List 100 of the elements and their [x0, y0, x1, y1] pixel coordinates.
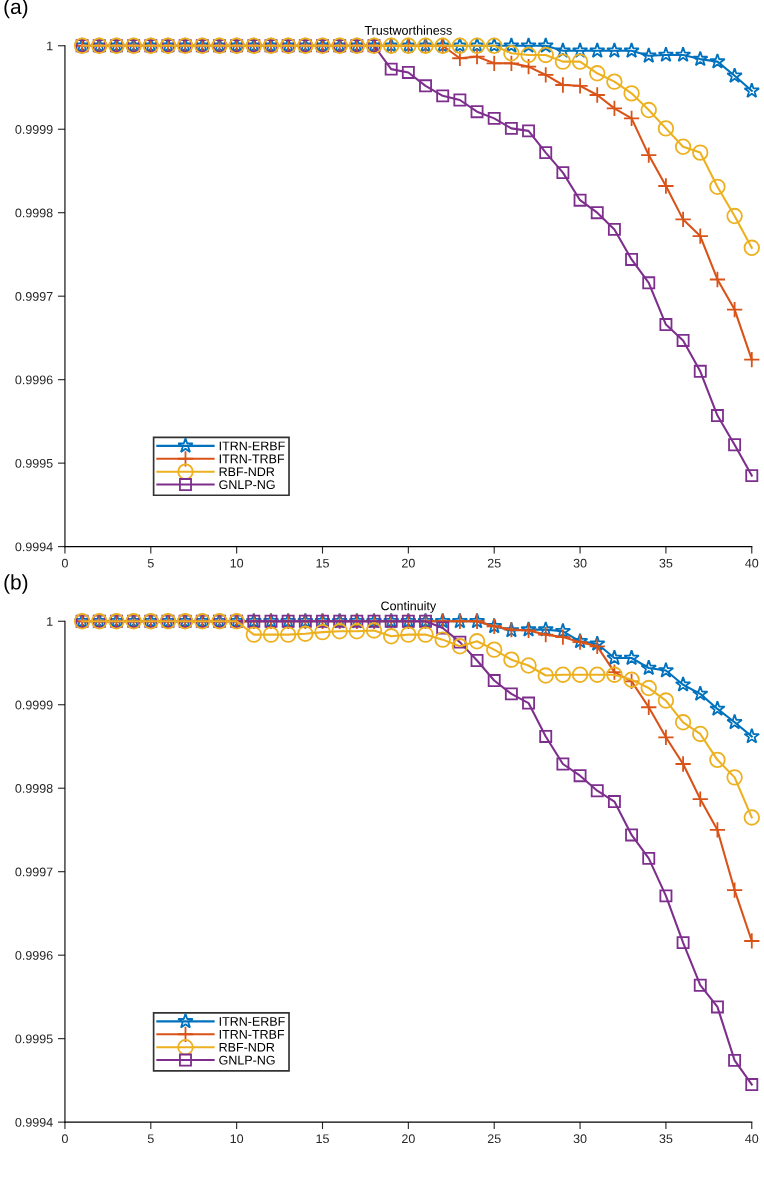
- point: [556, 166, 570, 180]
- point: [487, 111, 501, 125]
- x-tick-label: 30: [573, 1134, 587, 1144]
- point: [709, 700, 726, 717]
- x-tick-label: 0: [61, 1134, 68, 1144]
- point: [382, 628, 400, 645]
- y-tick-label: 1: [47, 41, 53, 51]
- point: [623, 85, 640, 102]
- point: [674, 46, 692, 63]
- x-tick-label: 0: [61, 558, 68, 568]
- point: [726, 713, 743, 730]
- point: [692, 685, 709, 701]
- legend-label: GNLP-NG: [219, 1055, 275, 1065]
- chart-title: Trustworthiness: [364, 25, 452, 35]
- text: (b): [4, 574, 28, 594]
- point: [502, 54, 520, 72]
- x-tick-label: 40: [745, 1134, 759, 1144]
- x-tick-label: 35: [659, 558, 673, 568]
- point: [468, 48, 486, 66]
- point: [554, 76, 572, 94]
- point: [708, 821, 726, 839]
- point: [522, 124, 536, 138]
- point: [728, 438, 742, 452]
- point: [297, 625, 314, 642]
- point: [537, 37, 554, 53]
- point: [640, 659, 657, 676]
- point: [676, 333, 690, 347]
- point: [625, 828, 639, 842]
- point: [674, 676, 692, 692]
- point: [485, 54, 503, 72]
- point: [436, 89, 450, 103]
- y-tick-label: 0.9999: [15, 700, 53, 710]
- point: [743, 82, 760, 98]
- point: [573, 769, 587, 783]
- x-tick-label: 25: [487, 1134, 501, 1144]
- point: [503, 45, 520, 62]
- point: [726, 67, 743, 83]
- point: [710, 409, 724, 423]
- point: [539, 146, 553, 160]
- point: [573, 193, 587, 207]
- point: [451, 638, 469, 655]
- point: [537, 66, 555, 84]
- point: [692, 725, 709, 743]
- y-tick-label: 0.9997: [15, 867, 53, 877]
- point: [657, 692, 675, 709]
- y-tick-label: 0.9994: [15, 1117, 53, 1127]
- point: [606, 42, 623, 58]
- point: [674, 210, 692, 228]
- y-tick-label: 0.9996: [15, 375, 53, 385]
- point: [607, 222, 621, 236]
- x-tick-label: 35: [659, 1134, 673, 1144]
- point: [554, 666, 572, 683]
- x-tick-label: 20: [402, 1134, 415, 1144]
- point: [470, 654, 484, 667]
- x-tick-label: 10: [230, 558, 244, 568]
- point: [607, 795, 621, 809]
- point: [520, 58, 538, 76]
- point: [245, 626, 263, 643]
- point: [590, 784, 604, 798]
- x-tick-label: 30: [573, 558, 587, 568]
- legend-label: ITRN-TRBF: [219, 1030, 285, 1039]
- point: [384, 62, 398, 76]
- point: [537, 626, 555, 644]
- point: [571, 77, 589, 95]
- point: [745, 1078, 759, 1092]
- point: [451, 49, 469, 67]
- point: [743, 932, 761, 950]
- point: [453, 93, 467, 107]
- point: [642, 851, 656, 865]
- point: [709, 751, 726, 769]
- point: [539, 730, 553, 743]
- point: [692, 50, 709, 67]
- point: [522, 696, 536, 710]
- point: [657, 177, 675, 195]
- y-tick-label: 0.9995: [15, 1034, 53, 1044]
- x-tick-label: 5: [147, 558, 154, 568]
- point: [640, 679, 657, 697]
- point: [659, 889, 673, 903]
- x-tick-label: 10: [230, 1134, 244, 1144]
- point: [589, 666, 606, 683]
- point: [691, 227, 709, 245]
- point: [588, 637, 606, 655]
- point: [726, 881, 744, 899]
- legend-label: RBF-NDR: [219, 1042, 275, 1052]
- point: [453, 635, 467, 649]
- legend-label: GNLP-NG: [219, 480, 275, 490]
- point: [657, 661, 675, 678]
- point: [743, 239, 760, 256]
- point: [554, 622, 572, 639]
- point: [589, 635, 606, 651]
- y-tick-label: 1: [47, 617, 53, 626]
- point: [520, 657, 537, 674]
- point: [640, 698, 658, 716]
- point: [708, 270, 726, 289]
- point: [676, 936, 690, 950]
- x-tick-label: 15: [316, 1134, 329, 1144]
- point: [503, 37, 520, 53]
- point: [520, 46, 537, 64]
- point: [486, 641, 503, 658]
- point: [605, 99, 623, 117]
